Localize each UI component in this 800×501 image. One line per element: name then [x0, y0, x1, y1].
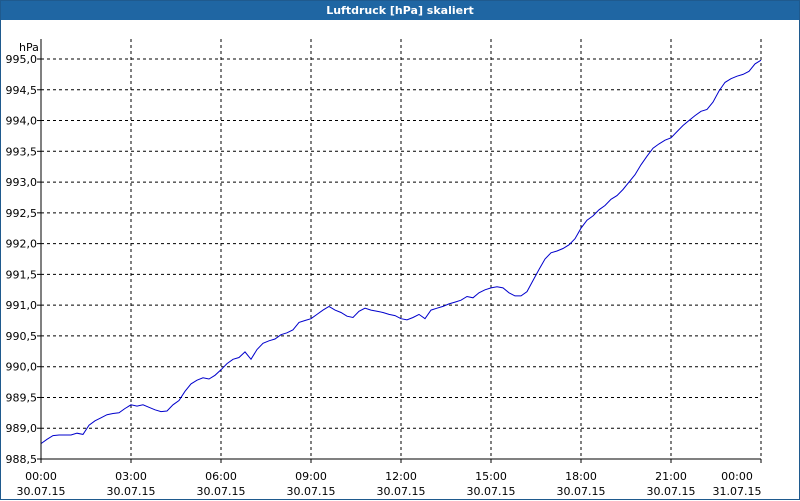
- pressure-line: [40, 59, 762, 445]
- x-tick-date-label: 31.07.15: [713, 485, 762, 498]
- x-tick-date-label: 30.07.15: [557, 485, 606, 498]
- x-tick-time-label: 18:00: [565, 470, 597, 483]
- x-tick-time-label: 12:00: [385, 470, 417, 483]
- y-tick-label: 992,5: [6, 207, 38, 220]
- grid-lines: [41, 39, 762, 459]
- y-tick-label: 991,0: [6, 299, 38, 312]
- y-tick-label: 989,5: [6, 391, 38, 404]
- x-tick-time-label: 00:00: [721, 470, 753, 483]
- x-tick-date-label: 30.07.15: [287, 485, 336, 498]
- x-tick-time-label: 15:00: [475, 470, 507, 483]
- y-axis-unit-label: hPa: [19, 41, 39, 54]
- y-tick-label: 993,0: [6, 176, 38, 189]
- y-tick-label: 988,5: [6, 453, 38, 466]
- y-tick-label: 994,5: [6, 84, 38, 97]
- y-tick-label: 995,0: [6, 53, 38, 66]
- y-tick-label: 992,0: [6, 238, 38, 251]
- x-tick-time-label: 03:00: [115, 470, 147, 483]
- x-axis-ticks: 00:00 30.07.15 03:00 30.07.15 06:00 30.07.15 0…: [17, 459, 762, 498]
- x-tick-date-label: 30.07.15: [17, 485, 66, 498]
- x-tick-date-label: 30.07.15: [107, 485, 156, 498]
- y-tick-label: 989,0: [6, 422, 38, 435]
- x-tick-date-label: 30.07.15: [647, 485, 696, 498]
- x-tick-time-label: 21:00: [655, 470, 687, 483]
- x-tick-date-label: 30.07.15: [467, 485, 516, 498]
- x-tick-time-label: 00:00: [25, 470, 57, 483]
- x-tick-time-label: 06:00: [205, 470, 237, 483]
- y-tick-label: 993,5: [6, 145, 38, 158]
- y-tick-label: 991,5: [6, 268, 38, 281]
- x-tick-date-label: 30.07.15: [377, 485, 426, 498]
- y-tick-label: 994,0: [6, 115, 38, 128]
- y-axis-ticks: 995,0 994,5 994,0 993,5 993,0 992,5 992,0 991,5…: [6, 53, 41, 466]
- x-tick-date-label: 30.07.15: [197, 485, 246, 498]
- x-tick-time-label: 09:00: [295, 470, 327, 483]
- y-tick-label: 990,0: [6, 361, 38, 374]
- y-tick-label: 990,5: [6, 330, 38, 343]
- chart-title: Luftdruck [hPa] skaliert: [1, 1, 799, 20]
